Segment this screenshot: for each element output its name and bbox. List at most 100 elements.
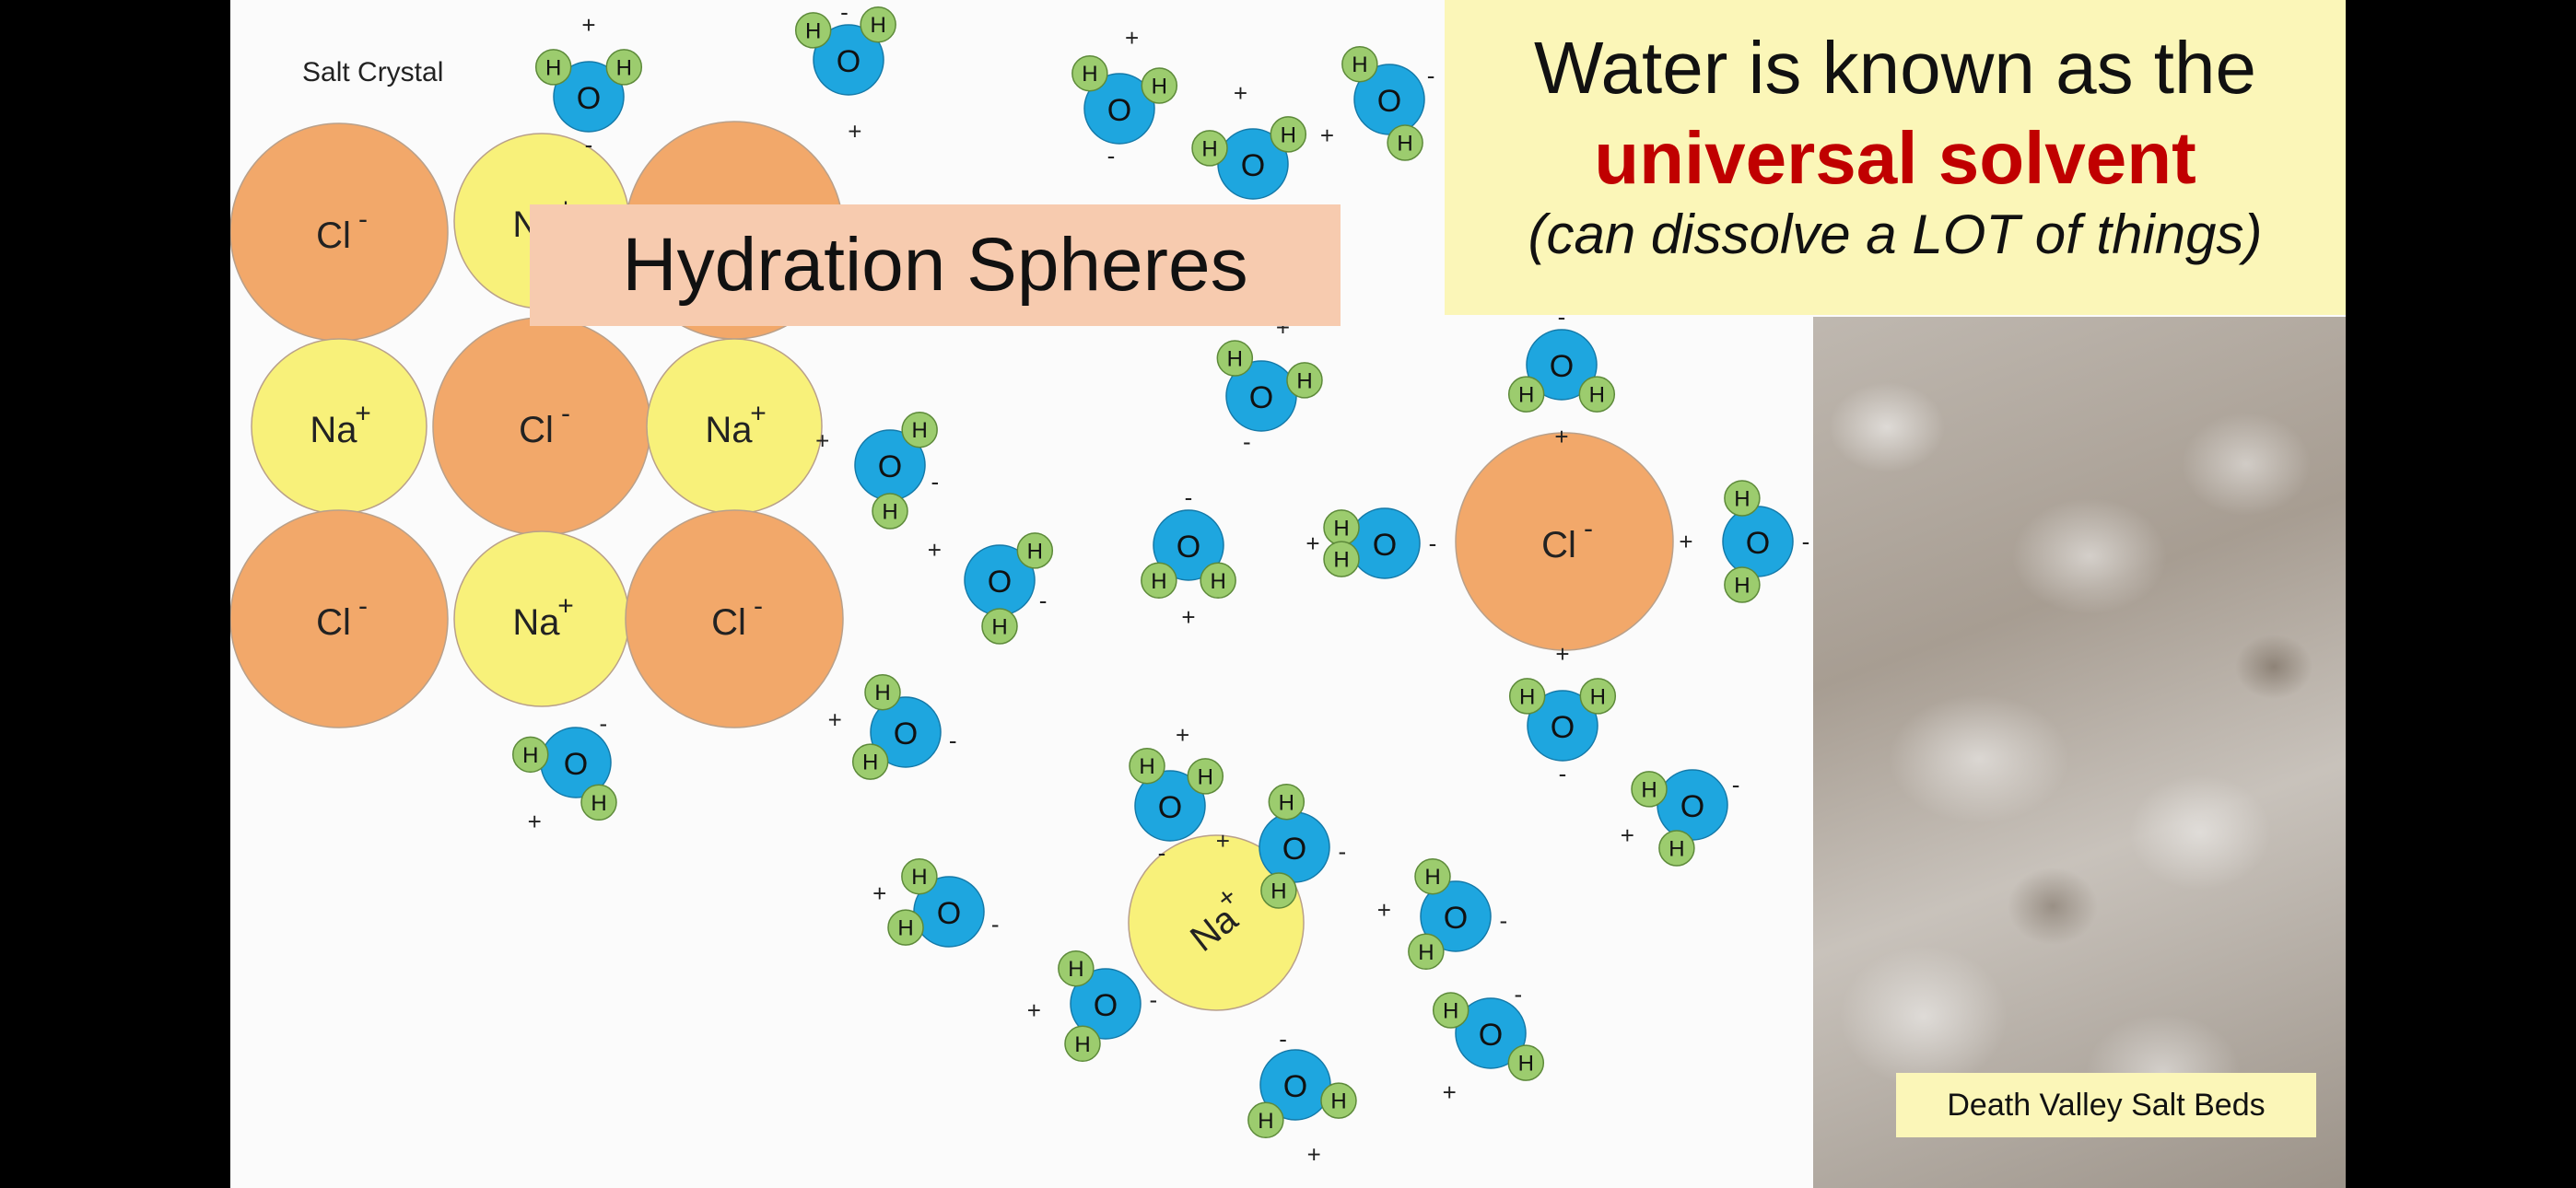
hydrogen-atom <box>901 411 938 448</box>
crystal-ion-cl-charge: - <box>561 399 570 429</box>
crystal-ion-cl-circle <box>230 509 449 728</box>
partial-positive: + <box>1306 530 1319 557</box>
hydrogen-atom <box>1579 678 1617 715</box>
hydrogen-label: H <box>805 18 821 43</box>
hydrogen-atom <box>1058 949 1095 987</box>
hydrogen-label: H <box>1201 136 1217 161</box>
oxygen-atom <box>1526 329 1598 401</box>
crystal-ion-na-symbol: Na <box>310 410 357 450</box>
oxygen-atom <box>813 24 884 96</box>
hydrogen-label: H <box>1418 940 1434 965</box>
partial-positive: + <box>828 705 842 733</box>
partial-negative: - <box>1039 587 1048 614</box>
hydrogen-label: H <box>1333 548 1349 573</box>
hydrogen-label: H <box>1027 539 1043 564</box>
partial-negative: - <box>1732 771 1740 798</box>
oxygen-atom <box>1134 770 1206 842</box>
partial-positive: + <box>815 426 829 454</box>
hydrated-chloride-symbol: Cl <box>1541 525 1576 565</box>
photo-caption: Death Valley Salt Beds <box>1947 1087 2266 1123</box>
oxygen-label: O <box>1373 528 1397 563</box>
partial-positive: + <box>1555 640 1569 668</box>
hydrogen-atom <box>851 743 889 780</box>
oxygen-label: O <box>1241 148 1265 183</box>
partial-positive: + <box>1181 603 1195 631</box>
hydrogen-atom <box>1408 933 1445 971</box>
hydrogen-atom <box>1432 992 1469 1029</box>
partial-positive: + <box>581 11 595 39</box>
crystal-ion-cl-symbol: Cl <box>519 410 554 450</box>
oxygen-label: O <box>1282 832 1306 867</box>
hydrogen-atom <box>1414 857 1451 895</box>
hydrogen-label: H <box>1443 999 1458 1024</box>
crystal-ion-cl: Cl- <box>625 509 844 728</box>
death-valley-salt-photo <box>1813 317 2346 1188</box>
oxygen-atom <box>1070 968 1142 1040</box>
water-molecule: OHH-+ <box>1306 507 1436 579</box>
partial-positive: + <box>1234 79 1247 107</box>
hydrogen-atom <box>1268 784 1306 821</box>
water-molecule: OHH-+ <box>1247 1025 1357 1168</box>
water-molecule: OHH-+ <box>1621 769 1740 867</box>
partial-negative: - <box>1802 528 1810 555</box>
hydrogen-atom <box>901 857 938 895</box>
salt-crystal-label: Salt Crystal <box>302 57 444 87</box>
water-molecule: OHH-+ <box>928 532 1054 645</box>
hydrogen-atom <box>1341 45 1378 83</box>
crystal-ion-cl-charge: - <box>358 591 368 622</box>
crystal-ion-na: Na+ <box>646 338 823 515</box>
partial-negative: - <box>840 0 849 26</box>
hydrogen-atom <box>860 6 896 43</box>
hydrogen-label: H <box>1198 764 1213 789</box>
oxygen-label: O <box>564 747 588 782</box>
hydration-title: Hydration Spheres <box>622 223 1248 307</box>
oxygen-label: O <box>878 449 902 484</box>
crystal-ion-cl: Cl- <box>432 317 651 536</box>
hydrogen-atom <box>1071 54 1108 92</box>
oxygen-label: O <box>1177 530 1200 565</box>
partial-positive: + <box>1320 122 1334 149</box>
hydrogen-atom <box>1260 872 1297 909</box>
hydrogen-label: H <box>911 418 927 443</box>
hydrogen-atom <box>1508 678 1546 715</box>
hydrogen-label: H <box>1074 1032 1090 1057</box>
partial-negative: - <box>1107 142 1116 169</box>
oxygen-label: O <box>1479 1018 1503 1053</box>
panel-line-3: (can dissolve a LOT of things) <box>1528 204 2263 265</box>
hydrogen-label: H <box>991 615 1007 640</box>
oxygen-label: O <box>1680 789 1704 824</box>
hydrogen-label: H <box>1152 75 1167 99</box>
slide: Cl-Na+Cl-Na+Cl-Na+Cl-Na+Cl-Cl-Na+OHH-+OH… <box>230 0 2346 1188</box>
hydrated-chloride: Cl - <box>1455 432 1674 651</box>
hydrogen-atom <box>1320 1082 1357 1119</box>
universal-solvent-panel: Water is known as the universal solvent … <box>1445 0 2346 315</box>
partial-positive: + <box>848 118 861 146</box>
partial-negative: - <box>931 468 940 495</box>
partial-negative: - <box>1514 980 1522 1007</box>
partial-positive: + <box>528 808 542 835</box>
crystal-ion-na-charge: + <box>355 399 371 429</box>
hydrogen-atom <box>1507 376 1545 413</box>
hydrogen-atom <box>981 608 1018 645</box>
hydrogen-label: H <box>870 13 885 38</box>
hydrogen-label: H <box>1270 879 1286 903</box>
partial-negative: - <box>991 910 1000 938</box>
photo-caption-box: Death Valley Salt Beds <box>1896 1073 2316 1137</box>
hydrogen-label: H <box>522 743 538 768</box>
oxygen-atom <box>553 61 625 133</box>
hydrogen-label: H <box>1330 1089 1346 1114</box>
crystal-ion-na-charge: + <box>557 591 574 622</box>
water-molecule: OHH-+ <box>815 411 940 530</box>
oxygen-label: O <box>1550 349 1574 384</box>
partial-positive: + <box>1176 721 1189 749</box>
hydrogen-label: H <box>1333 516 1349 541</box>
hydrogen-atom <box>1016 532 1054 569</box>
oxygen-label: O <box>1283 1069 1307 1104</box>
hydrogen-label: H <box>1518 1052 1534 1077</box>
hydrogen-atom <box>580 784 617 821</box>
oxygen-label: O <box>1551 710 1575 745</box>
